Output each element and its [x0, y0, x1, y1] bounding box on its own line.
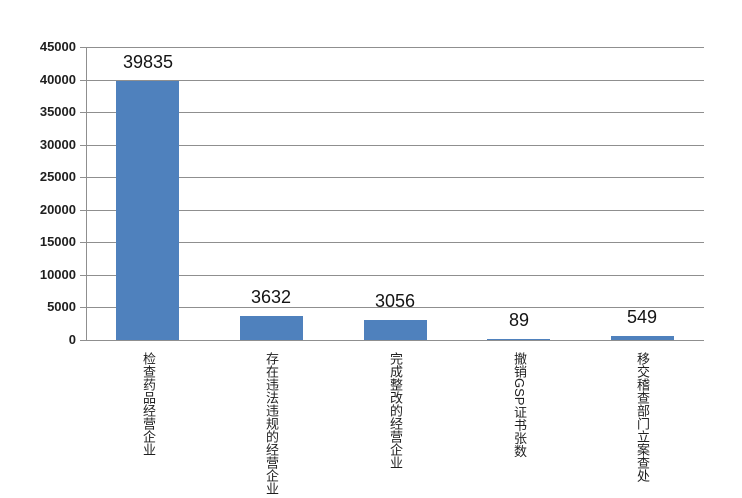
- category-axis-label: 完成整改的经营企业: [388, 352, 403, 469]
- bar-value-label: 3056: [374, 291, 416, 311]
- y-axis-tick: [80, 340, 86, 341]
- major-gridline: [86, 47, 704, 48]
- y-axis-tick-label: 35000: [39, 104, 76, 119]
- category-axis-line: [86, 340, 704, 341]
- bar-4: [611, 336, 674, 340]
- category-axis-label: 撤销GSP证书张数: [512, 352, 527, 458]
- y-axis-tick: [80, 307, 86, 308]
- y-axis-tick: [80, 80, 86, 81]
- major-gridline: [86, 210, 704, 211]
- major-gridline: [86, 112, 704, 113]
- major-gridline: [86, 145, 704, 146]
- major-gridline: [86, 307, 704, 308]
- y-axis-tick: [80, 210, 86, 211]
- y-axis-tick-label: 5000: [47, 299, 76, 314]
- y-axis-tick-label: 0: [68, 332, 76, 347]
- y-axis-tick: [80, 145, 86, 146]
- major-gridline: [86, 177, 704, 178]
- bar-value-label: 3632: [250, 287, 292, 307]
- bar-value-label: 39835: [122, 52, 174, 72]
- value-axis-line: [86, 47, 87, 341]
- y-axis-tick: [80, 47, 86, 48]
- bar-1: [240, 316, 303, 340]
- bar-value-label: 89: [508, 310, 530, 330]
- y-axis-tick: [80, 112, 86, 113]
- bar-3: [487, 339, 550, 340]
- bar-0: [116, 81, 179, 340]
- y-axis-tick-label: 25000: [39, 169, 76, 184]
- y-axis-tick: [80, 275, 86, 276]
- bar-value-label: 549: [626, 307, 658, 327]
- y-axis-tick-label: 40000: [39, 72, 76, 87]
- bar-2: [364, 320, 427, 340]
- y-axis-tick-label: 10000: [39, 267, 76, 282]
- y-axis-tick: [80, 242, 86, 243]
- category-axis-label: 存在违法违规的经营企业: [264, 352, 279, 495]
- y-axis-tick-label: 15000: [39, 234, 76, 249]
- y-axis-tick: [80, 177, 86, 178]
- y-axis-tick-label: 20000: [39, 202, 76, 217]
- y-axis-tick-label: 30000: [39, 137, 76, 152]
- major-gridline: [86, 275, 704, 276]
- major-gridline: [86, 80, 704, 81]
- major-gridline: [86, 242, 704, 243]
- category-axis-label: 检查药品经营企业: [141, 352, 156, 456]
- y-axis-tick-label: 45000: [39, 39, 76, 54]
- category-axis-label: 移交稽查部门立案查处: [635, 352, 650, 482]
